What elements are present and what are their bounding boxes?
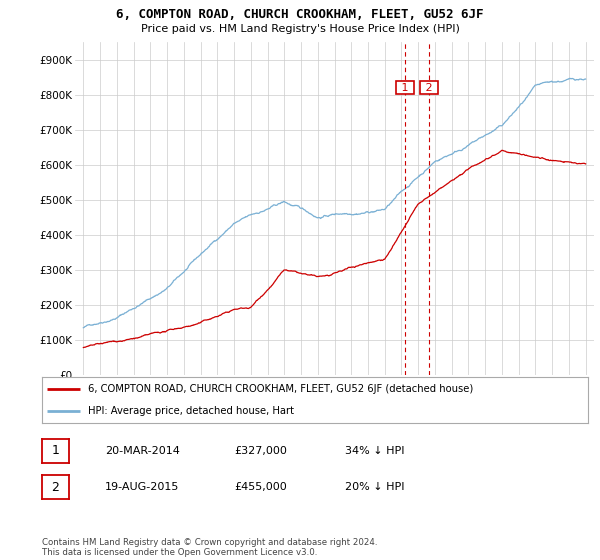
Text: Contains HM Land Registry data © Crown copyright and database right 2024.
This d: Contains HM Land Registry data © Crown c… bbox=[42, 538, 377, 557]
Text: 1: 1 bbox=[398, 82, 412, 92]
Text: 20-MAR-2014: 20-MAR-2014 bbox=[105, 446, 180, 456]
Text: 2: 2 bbox=[52, 480, 59, 494]
Text: HPI: Average price, detached house, Hart: HPI: Average price, detached house, Hart bbox=[88, 407, 295, 416]
Text: 34% ↓ HPI: 34% ↓ HPI bbox=[345, 446, 404, 456]
Text: £455,000: £455,000 bbox=[234, 482, 287, 492]
Text: Price paid vs. HM Land Registry's House Price Index (HPI): Price paid vs. HM Land Registry's House … bbox=[140, 24, 460, 34]
Text: £327,000: £327,000 bbox=[234, 446, 287, 456]
Text: 20% ↓ HPI: 20% ↓ HPI bbox=[345, 482, 404, 492]
Text: 2: 2 bbox=[422, 82, 436, 92]
Text: 6, COMPTON ROAD, CHURCH CROOKHAM, FLEET, GU52 6JF: 6, COMPTON ROAD, CHURCH CROOKHAM, FLEET,… bbox=[116, 8, 484, 21]
Text: 1: 1 bbox=[52, 444, 59, 458]
Text: 6, COMPTON ROAD, CHURCH CROOKHAM, FLEET, GU52 6JF (detached house): 6, COMPTON ROAD, CHURCH CROOKHAM, FLEET,… bbox=[88, 384, 473, 394]
Text: 19-AUG-2015: 19-AUG-2015 bbox=[105, 482, 179, 492]
